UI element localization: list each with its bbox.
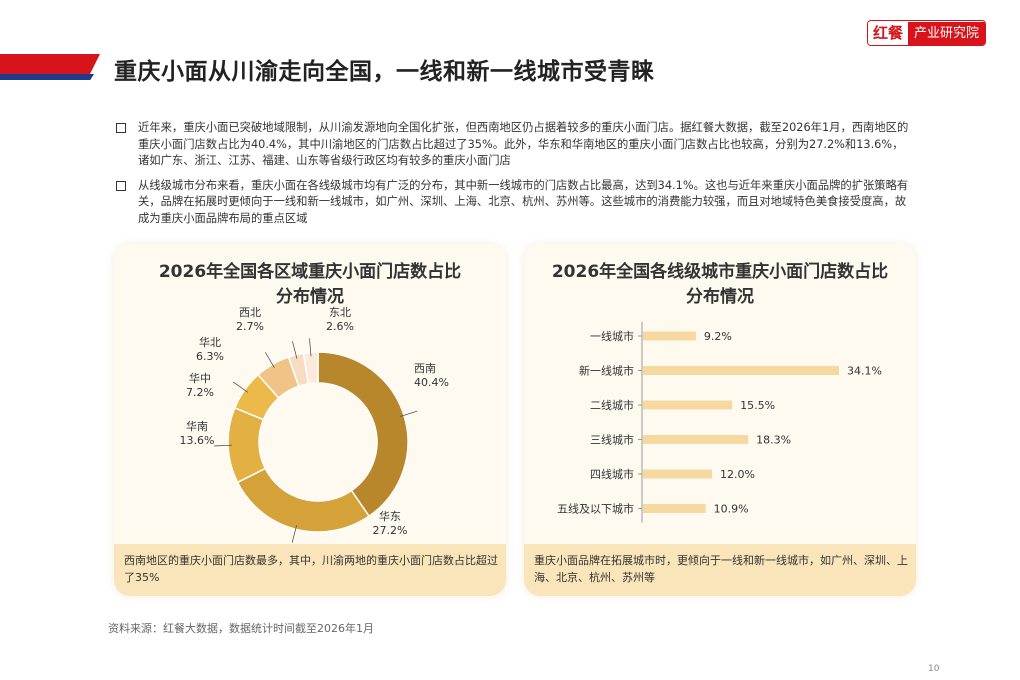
bar-四线城市 <box>643 469 712 479</box>
bar-category-label: 三线城市 <box>590 433 634 447</box>
bar-category-label: 四线城市 <box>590 467 634 481</box>
region-chart-note: 西南地区的重庆小面门店数最多，其中，川渝两地的重庆小面门店数占比超过了35% <box>114 544 506 596</box>
donut-category-label: 东北 <box>329 306 351 319</box>
donut-leader-line <box>309 338 312 357</box>
bullet-item: 从线级城市分布来看，重庆小面在各线级城市均有广泛的分布，其中新一线城市的门店数占… <box>116 178 912 228</box>
bar-value-label: 12.0% <box>720 468 755 481</box>
bar-value-label: 18.3% <box>756 434 791 447</box>
city-tier-chart-panel: 2026年全国各线级城市重庆小面门店数占比 分布情况 一线城市 9.2% 新一线城市… <box>524 244 916 596</box>
donut-slice-西南 <box>317 351 409 518</box>
donut-leader-line <box>399 410 418 417</box>
donut-slice-东北 <box>302 351 319 385</box>
bar-category-label: 五线及以下城市 <box>557 502 634 516</box>
donut-slice-华南 <box>227 406 267 484</box>
bar-三线城市 <box>643 435 749 444</box>
donut-category-label: 华东 <box>379 509 401 523</box>
donut-category-label: 华南 <box>186 419 208 433</box>
bar-category-label: 新一线城市 <box>579 364 634 378</box>
donut-value-label: 6.3% <box>196 350 224 363</box>
donut-leader-line <box>291 525 298 543</box>
city-tier-chart-title: 2026年全国各线级城市重庆小面门店数占比 分布情况 <box>551 262 889 307</box>
bullet-square-icon <box>116 180 126 191</box>
bullet-list: 近年来，重庆小面已突破地域限制，从川渝发源地向全国化扩张，但西南地区仍占据着较多… <box>116 120 912 235</box>
donut-leader-line <box>292 341 298 359</box>
bar-新一线城市 <box>643 366 839 375</box>
bar-五线及以下城市 <box>643 504 706 513</box>
bullet-item: 近年来，重庆小面已突破地域限制，从川渝发源地向全国化扩张，但西南地区仍占据着较多… <box>116 120 912 170</box>
donut-category-label: 华北 <box>199 335 221 349</box>
donut-category-label: 西北 <box>239 306 261 319</box>
donut-category-label: 西南 <box>414 362 436 375</box>
donut-value-label: 27.2% <box>373 524 408 537</box>
donut-category-label: 华中 <box>189 371 211 385</box>
donut-slice-华东 <box>236 467 371 533</box>
region-chart-panel: 2026年全国各区域重庆小面门店数占比 分布情况 西南 40.4% 华东 27.2% 华… <box>114 244 506 596</box>
bar-value-label: 9.2% <box>704 330 732 343</box>
city-tier-chart-note: 重庆小面品牌在拓展城市时，更倾向于一线和新一线城市，如广州、深圳、上海、北京、杭… <box>524 544 916 596</box>
page-title: 重庆小面从川渝走向全国，一线和新一线城市受青睐 <box>114 59 655 85</box>
donut-leader-line <box>214 444 233 447</box>
page-number: 10 <box>928 664 940 674</box>
title-decoration-bar <box>0 54 102 82</box>
logo-name: 产业研究院 <box>907 21 985 45</box>
bullet-square-icon <box>116 123 126 133</box>
donut-value-label: 2.6% <box>326 320 354 333</box>
bar-value-label: 10.9% <box>714 503 749 516</box>
donut-value-label: 7.2% <box>186 386 214 399</box>
bar-一线城市 <box>643 331 696 341</box>
donut-leader-line <box>232 381 249 393</box>
bullet-text: 从线级城市分布来看，重庆小面在各线级城市均有广泛的分布，其中新一线城市的门店数占… <box>138 178 909 225</box>
donut-value-label: 2.7% <box>236 320 264 333</box>
bullet-text: 近年来，重庆小面已突破地域限制，从川渝发源地向全国化扩张，但西南地区仍占据着较多… <box>138 121 909 167</box>
bar-category-label: 一线城市 <box>590 329 634 343</box>
bar-二线城市 <box>643 400 733 410</box>
bar-value-label: 34.1% <box>847 365 882 378</box>
bar-category-label: 二线城市 <box>590 398 634 412</box>
brand-logo: 红餐 产业研究院 <box>866 20 986 46</box>
donut-value-label: 40.4% <box>414 376 449 389</box>
logo-mark: 红餐 <box>867 21 908 45</box>
region-chart-title: 2026年全国各区域重庆小面门店数占比 分布情况 <box>158 262 462 307</box>
bar-value-label: 15.5% <box>740 399 775 412</box>
city-tier-bar-chart: 一线城市 9.2% 新一线城市 34.1% 二线城市 15.5% 三线城市 18.3% 四线城市… <box>557 322 882 523</box>
donut-leader-line <box>264 352 275 369</box>
source-note: 资料来源：红餐大数据，数据统计时间截至2026年1月 <box>108 622 374 635</box>
donut-value-label: 13.6% <box>180 434 215 447</box>
